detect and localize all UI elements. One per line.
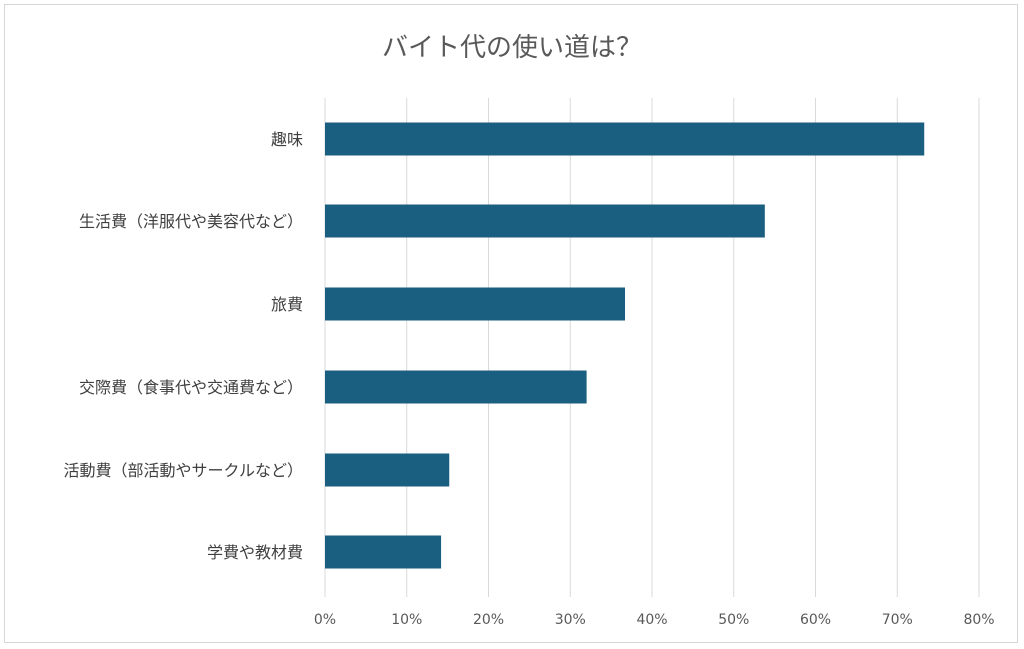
category-label: 交際費（食事代や交通費など）	[79, 378, 303, 397]
bar	[325, 204, 765, 238]
category-label: 学費や教材費	[207, 543, 303, 562]
gridlines	[324, 98, 980, 597]
x-tick-label: 50%	[718, 612, 749, 628]
x-tick-label: 10%	[391, 612, 422, 628]
x-axis-tick-labels: 0% 10% 20% 30% 40% 50% 60% 70% 80%	[314, 612, 995, 628]
bar	[325, 535, 442, 569]
x-tick-label: 80%	[963, 612, 994, 628]
category-label: 生活費（洋服代や美容代など）	[79, 212, 303, 231]
x-tick-label: 0%	[314, 612, 336, 628]
bar	[325, 453, 450, 487]
bar	[325, 370, 587, 404]
category-label: 旅費	[271, 295, 303, 314]
chart-title: バイト代の使い道は？	[382, 33, 642, 63]
bar	[325, 287, 626, 321]
x-tick-label: 60%	[800, 612, 831, 628]
x-tick-label: 40%	[636, 612, 667, 628]
category-label: 活動費（部活動やサークルなど）	[63, 461, 303, 480]
bar	[325, 122, 925, 156]
category-label: 趣味	[271, 130, 303, 149]
x-tick-label: 30%	[555, 612, 586, 628]
bars	[325, 122, 925, 569]
x-tick-label: 20%	[473, 612, 504, 628]
chart-frame	[4, 4, 1018, 643]
x-tick-label: 70%	[882, 612, 913, 628]
